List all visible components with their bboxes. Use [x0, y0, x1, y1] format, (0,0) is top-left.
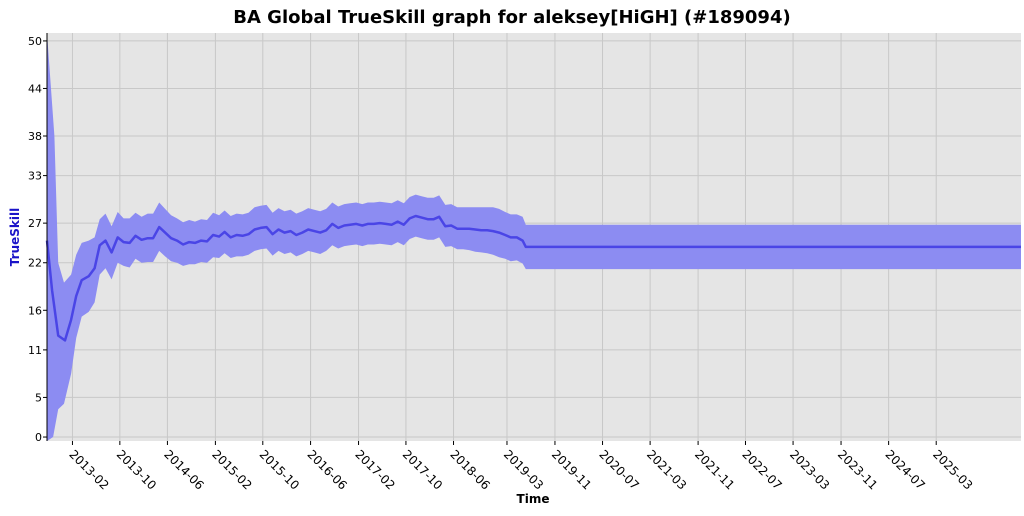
x-tick-label: 2021-03 — [644, 447, 689, 492]
x-tick-label: 2020-07 — [596, 447, 641, 492]
x-tick-label: 2022-07 — [739, 447, 784, 492]
x-axis-ticks: 2013-02 2013-10 2014-06 2015-02 2015-10 2016-… — [66, 441, 975, 493]
x-tick-label: 2021-11 — [692, 447, 737, 492]
y-tick-label: 22 — [28, 257, 42, 270]
y-axis-label: TrueSkill — [8, 208, 22, 266]
x-tick-label: 2023-03 — [787, 447, 832, 492]
x-tick-label: 2023-11 — [835, 447, 880, 492]
x-tick-label: 2017-10 — [400, 447, 445, 492]
y-tick-label: 33 — [28, 170, 42, 183]
y-tick-label: 16 — [28, 304, 42, 317]
trueskill-line — [45, 214, 1021, 342]
chart-title: BA Global TrueSkill graph for aleksey[Hi… — [233, 7, 790, 28]
y-tick-label: 38 — [28, 130, 42, 143]
y-axis-ticks: 0 5 11 16 22 27 33 38 44 50 — [28, 35, 47, 444]
x-tick-label: 2025-03 — [930, 447, 975, 492]
x-tick-label: 2024-07 — [883, 447, 928, 492]
y-tick-label: 0 — [35, 431, 42, 444]
y-tick-label: 44 — [28, 82, 42, 95]
x-tick-label: 2015-10 — [257, 447, 302, 492]
x-axis-label: Time — [517, 492, 550, 506]
y-tick-label: 5 — [35, 391, 42, 404]
y-tick-label: 11 — [28, 344, 42, 357]
x-tick-label: 2019-03 — [501, 447, 546, 492]
x-tick-label: 2013-02 — [66, 447, 111, 492]
x-tick-label: 2016-06 — [304, 447, 349, 492]
y-tick-label: 50 — [28, 35, 42, 48]
x-tick-label: 2015-02 — [209, 447, 254, 492]
x-tick-label: 2014-06 — [161, 447, 206, 492]
x-tick-label: 2018-06 — [447, 447, 492, 492]
y-tick-label: 27 — [28, 217, 42, 230]
uncertainty-band — [47, 33, 1021, 441]
x-tick-label: 2019-11 — [549, 447, 594, 492]
x-tick-label: 2017-02 — [352, 447, 397, 492]
x-tick-label: 2013-10 — [114, 447, 159, 492]
